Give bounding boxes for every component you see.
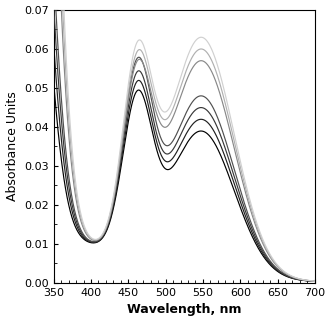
Y-axis label: Absorbance Units: Absorbance Units: [6, 91, 19, 201]
X-axis label: Wavelength, nm: Wavelength, nm: [127, 303, 242, 317]
